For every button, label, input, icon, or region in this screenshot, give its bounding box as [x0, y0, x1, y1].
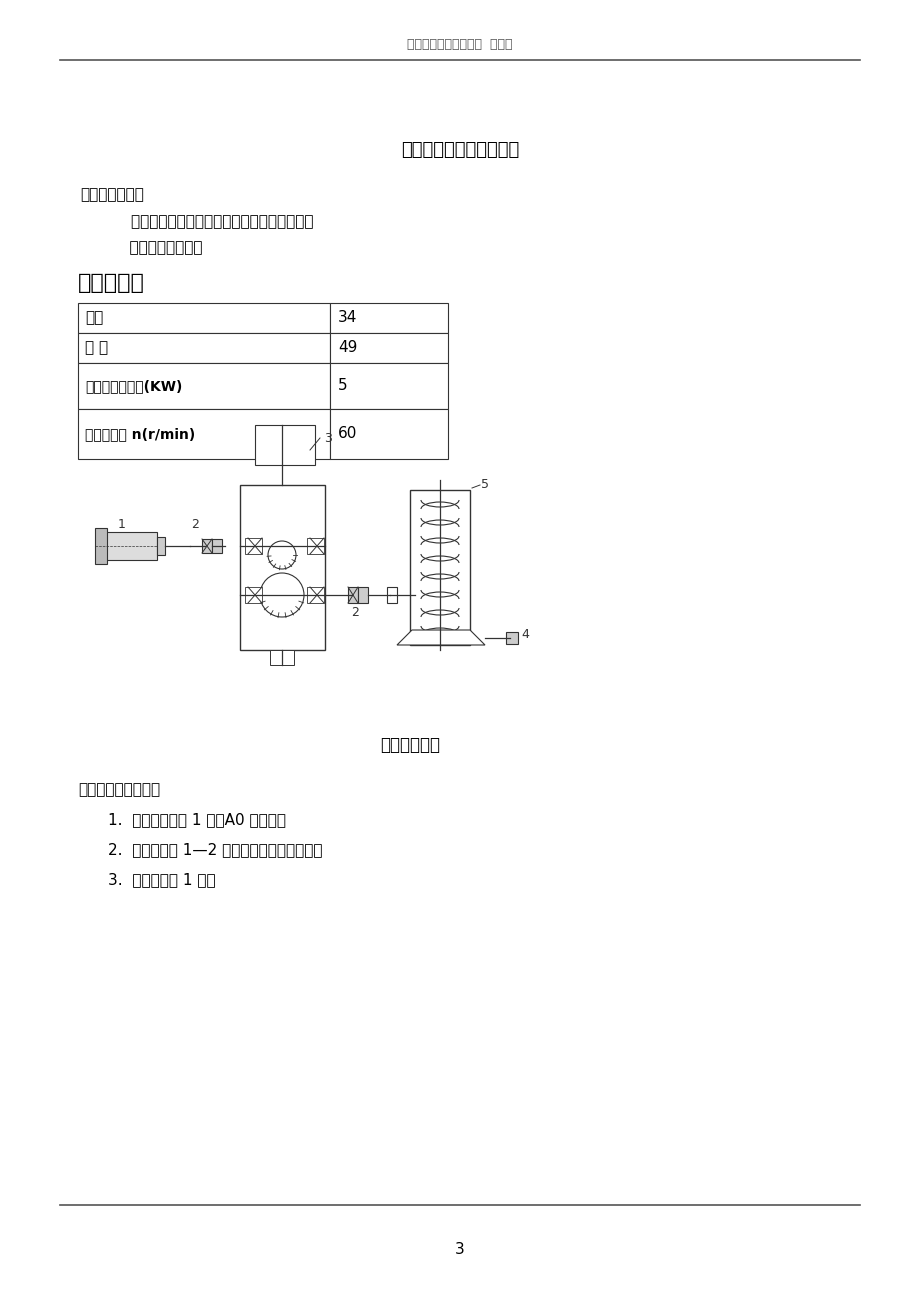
- Bar: [269, 650, 294, 665]
- Bar: [244, 538, 262, 553]
- Text: 5: 5: [337, 379, 347, 393]
- Text: 49: 49: [337, 341, 357, 355]
- Bar: [78, 333, 330, 363]
- Bar: [240, 486, 324, 650]
- Text: 2: 2: [191, 517, 199, 530]
- Text: 二、应完成的工作：: 二、应完成的工作：: [78, 783, 160, 798]
- Text: 3: 3: [455, 1242, 464, 1258]
- Bar: [330, 333, 448, 363]
- Bar: [307, 538, 323, 553]
- Bar: [105, 533, 157, 560]
- Bar: [307, 587, 323, 603]
- Circle shape: [260, 573, 303, 617]
- Bar: [78, 303, 330, 333]
- Text: 2: 2: [351, 605, 358, 618]
- Text: 序号: 序号: [85, 310, 103, 326]
- Bar: [357, 587, 368, 603]
- Bar: [347, 587, 357, 603]
- Bar: [211, 539, 221, 553]
- Text: 2.  零件工作图 1—2 张（从动轴、齿轮等）；: 2. 零件工作图 1—2 张（从动轴、齿轮等）；: [108, 842, 323, 858]
- Bar: [505, 631, 517, 644]
- Text: 34: 34: [337, 310, 357, 326]
- Bar: [330, 363, 448, 409]
- Text: 3: 3: [323, 431, 332, 444]
- Text: 4: 4: [520, 629, 528, 642]
- Bar: [244, 587, 262, 603]
- Text: 1.  减速器装配图 1 张（A0 图纸）；: 1. 减速器装配图 1 张（A0 图纸）；: [108, 812, 286, 828]
- Text: 一、设计题目：: 一、设计题目：: [80, 187, 143, 203]
- Bar: [387, 587, 397, 603]
- Text: 学 号: 学 号: [85, 341, 108, 355]
- Text: 机械设计基础课程设计  任务书: 机械设计基础课程设计 任务书: [407, 39, 512, 52]
- Bar: [95, 529, 107, 564]
- Bar: [330, 303, 448, 333]
- Text: 设计一螺旋输送机的单级斜齿圆柱齿轮减速器: 设计一螺旋输送机的单级斜齿圆柱齿轮减速器: [110, 215, 313, 229]
- Text: 螺旋轴转速 n(r/min): 螺旋轴转速 n(r/min): [85, 427, 195, 441]
- Bar: [202, 539, 211, 553]
- Text: 1: 1: [118, 517, 126, 530]
- Text: 传动装置简图: 传动装置简图: [380, 736, 439, 754]
- Bar: [78, 409, 330, 460]
- Bar: [255, 424, 314, 465]
- Bar: [410, 490, 470, 644]
- Text: 5: 5: [481, 479, 489, 491]
- Text: 原始数据：: 原始数据：: [78, 273, 144, 293]
- Circle shape: [267, 542, 296, 569]
- Text: 给定数据及要求：: 给定数据及要求：: [110, 241, 202, 255]
- Bar: [330, 409, 448, 460]
- Polygon shape: [397, 630, 484, 644]
- Bar: [157, 536, 165, 555]
- Text: 螺旋输送机功率(KW): 螺旋输送机功率(KW): [85, 379, 182, 393]
- Text: 机械设计课程设计任务书: 机械设计课程设计任务书: [401, 141, 518, 159]
- Bar: [78, 363, 330, 409]
- Text: 60: 60: [337, 427, 357, 441]
- Text: 3.  设计说明书 1 份。: 3. 设计说明书 1 份。: [108, 872, 215, 888]
